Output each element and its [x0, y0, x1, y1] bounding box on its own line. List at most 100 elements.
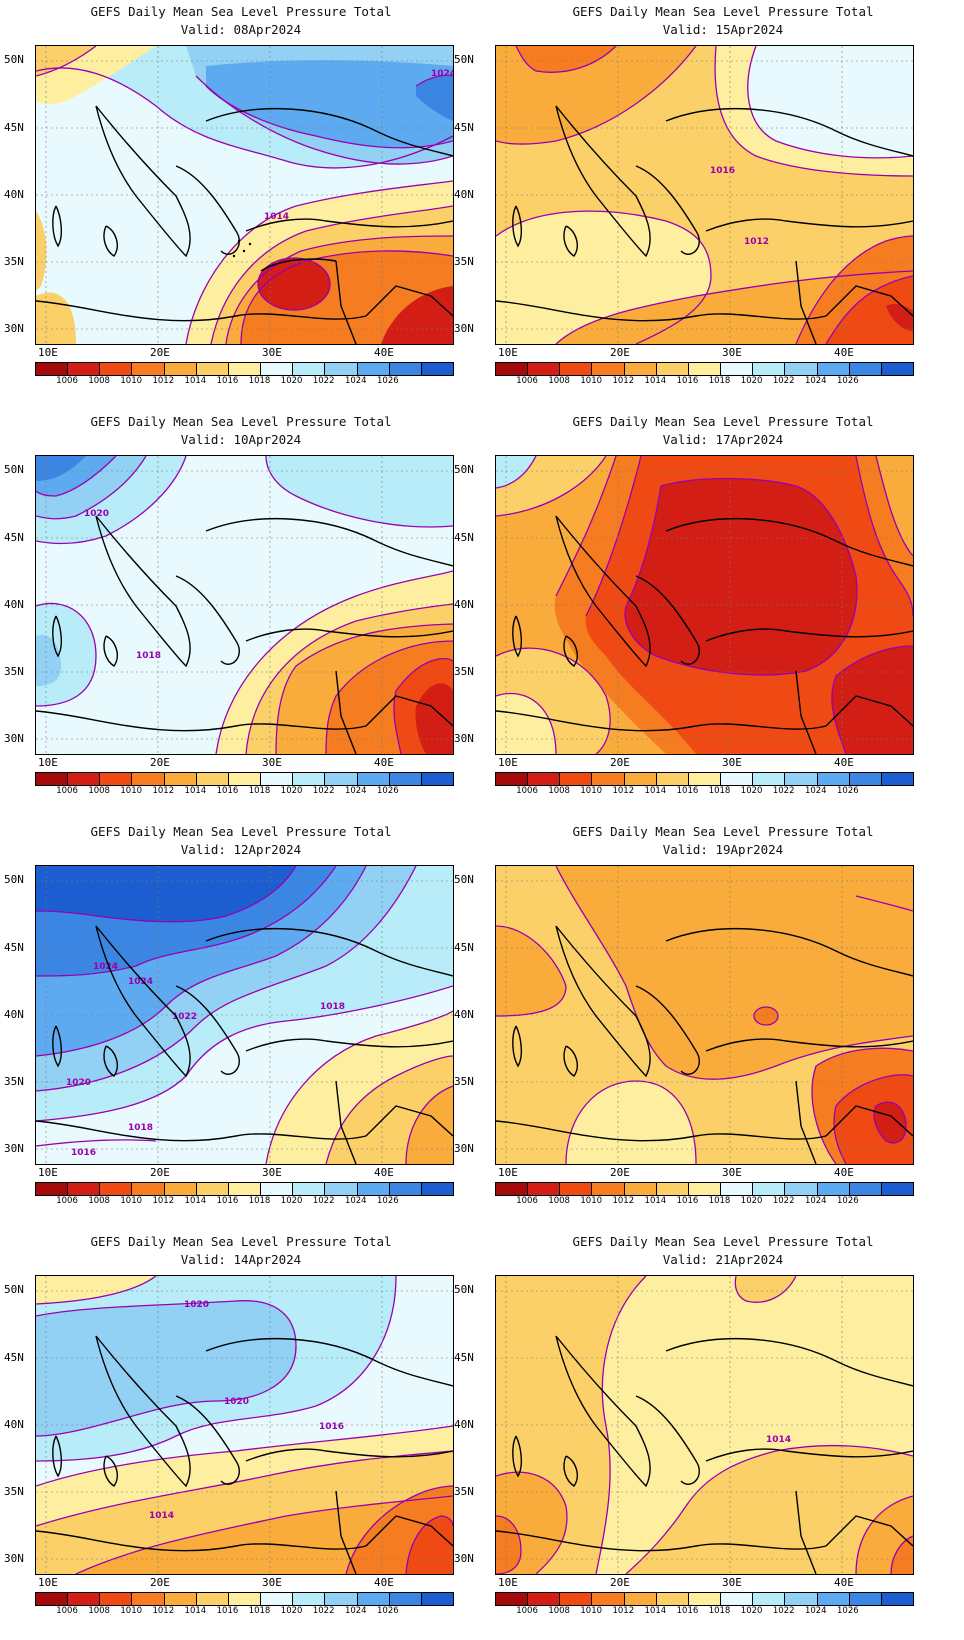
map-panel-14apr: GEFS Daily Mean Sea Level Pressure Total… [0, 1230, 482, 1640]
colorbar-label: 1026 [837, 786, 859, 796]
colorbar [495, 1592, 914, 1606]
y-tick-label: 30N [4, 322, 24, 335]
colorbar-swatch [293, 1593, 326, 1605]
map-canvas: 1016 1012 [496, 46, 913, 344]
colorbar-swatch [688, 1593, 722, 1605]
colorbar-label: 1024 [344, 786, 367, 796]
colorbar-label: 1020 [280, 786, 303, 796]
colorbar-swatch [817, 1183, 850, 1195]
y-tick-label: 35N [454, 255, 474, 268]
y-tick-label: 40N [4, 598, 24, 611]
panel-title: GEFS Daily Mean Sea Level Pressure Total [572, 1234, 874, 1249]
colorbar-swatch [721, 773, 754, 785]
coastlines [496, 1335, 913, 1574]
pressure-map: 1020 1020 1016 1014 [35, 1275, 454, 1575]
colorbar-swatch [389, 773, 422, 785]
colorbar-label: 1026 [377, 1606, 399, 1616]
colorbar-label: 1022 [312, 376, 335, 386]
colorbar-label: 1026 [377, 786, 399, 796]
colorbar-label: 1026 [837, 1196, 859, 1206]
map-panel-10apr: GEFS Daily Mean Sea Level Pressure Total… [0, 410, 482, 820]
y-tick-label: 45N [454, 121, 474, 134]
map-panel-21apr: GEFS Daily Mean Sea Level Pressure Total… [454, 1230, 964, 1640]
colorbar-swatch [592, 1183, 625, 1195]
colorbar-labels: 1006 1008 1010 1012 1014 1016 1018 1020 1022 1024… [35, 376, 452, 388]
colorbar-swatch [421, 1183, 454, 1195]
colorbar-label: 1006 [516, 786, 538, 796]
colorbar-label: 1018 [708, 786, 731, 796]
colorbar-swatch [100, 363, 133, 375]
colorbar-label: 1014 [184, 786, 207, 796]
colorbar-swatch [656, 363, 689, 375]
y-tick-label: 50N [454, 873, 474, 886]
colorbar-label: 1026 [837, 1606, 859, 1616]
map-canvas: 1020 1020 1016 1014 [36, 1276, 453, 1574]
colorbar-label: 1010 [580, 1606, 603, 1616]
contour-label: 1016 [319, 1422, 344, 1432]
colorbar-label: 1014 [644, 1196, 667, 1206]
colorbar-swatch [68, 363, 101, 375]
x-tick-label: 20E [150, 1166, 170, 1179]
colorbar [495, 362, 914, 376]
colorbar-label: 1018 [248, 376, 271, 386]
colorbar-label: 1010 [120, 786, 143, 796]
coastlines [36, 105, 453, 344]
colorbar-labels: 1006 1008 1010 1012 1014 1016 1018 1020 1022 1024… [495, 376, 912, 388]
colorbar-labels: 1006 1008 1010 1012 1014 1016 1018 1020 1022 1024… [35, 1196, 452, 1208]
colorbar-swatch [528, 363, 561, 375]
map-panel-15apr: GEFS Daily Mean Sea Level Pressure Total… [454, 0, 964, 410]
colorbar-label: 1010 [120, 376, 143, 386]
contour-label: 1014 [149, 1511, 174, 1521]
colorbar-swatch [496, 1593, 529, 1605]
panel-title: GEFS Daily Mean Sea Level Pressure Total [572, 4, 874, 19]
colorbar-label: 1022 [772, 786, 795, 796]
colorbar-label: 1022 [772, 1196, 795, 1206]
colorbar-label: 1022 [772, 1606, 795, 1616]
panel-valid-date: Valid: 21Apr2024 [662, 1252, 784, 1267]
colorbar-label: 1018 [248, 1196, 271, 1206]
coastlines [36, 1335, 453, 1574]
colorbar-label: 1012 [612, 1606, 635, 1616]
y-tick-label: 45N [4, 531, 24, 544]
colorbar-swatch [357, 1593, 390, 1605]
x-tick-label: 40E [374, 1576, 394, 1589]
colorbar-label: 1018 [248, 786, 271, 796]
colorbar-swatch [496, 1183, 529, 1195]
pressure-map: 1024 1014 [35, 45, 454, 345]
colorbar-swatch [421, 773, 454, 785]
colorbar-swatch [753, 1593, 786, 1605]
y-tick-label: 40N [454, 188, 474, 201]
x-tick-label: 10E [498, 346, 518, 359]
panel-valid-date: Valid: 17Apr2024 [662, 432, 784, 447]
colorbar-swatch [325, 1593, 358, 1605]
panel-title: GEFS Daily Mean Sea Level Pressure Total [572, 414, 874, 429]
colorbar-swatch [36, 1593, 69, 1605]
contour-label: 1020 [84, 509, 109, 519]
colorbar-label: 1008 [88, 376, 110, 386]
colorbar-swatch [592, 773, 625, 785]
map-panel-19apr: GEFS Daily Mean Sea Level Pressure Total… [454, 820, 964, 1230]
colorbar-label: 1026 [377, 1196, 399, 1206]
colorbar-swatch [528, 773, 561, 785]
contour-label: 1020 [224, 1397, 249, 1407]
coastlines [36, 515, 453, 754]
x-tick-label: 10E [498, 1576, 518, 1589]
colorbar-swatch [325, 363, 358, 375]
y-tick-label: 30N [454, 1552, 474, 1565]
y-tick-label: 45N [4, 121, 24, 134]
colorbar-swatch [68, 773, 101, 785]
y-tick-label: 40N [4, 1418, 24, 1431]
map-canvas [496, 866, 913, 1164]
colorbar-label: 1008 [88, 1196, 110, 1206]
colorbar-label: 1018 [248, 1606, 271, 1616]
x-tick-label: 10E [38, 1576, 58, 1589]
colorbar-label: 1006 [516, 1196, 538, 1206]
colorbar-label: 1018 [708, 1606, 731, 1616]
y-tick-label: 30N [4, 1142, 24, 1155]
y-tick-label: 45N [454, 941, 474, 954]
colorbar-swatch [785, 1183, 818, 1195]
x-tick-label: 30E [722, 756, 742, 769]
colorbar-label: 1020 [280, 1606, 303, 1616]
y-tick-label: 35N [4, 255, 24, 268]
colorbar-swatch [228, 1183, 262, 1195]
